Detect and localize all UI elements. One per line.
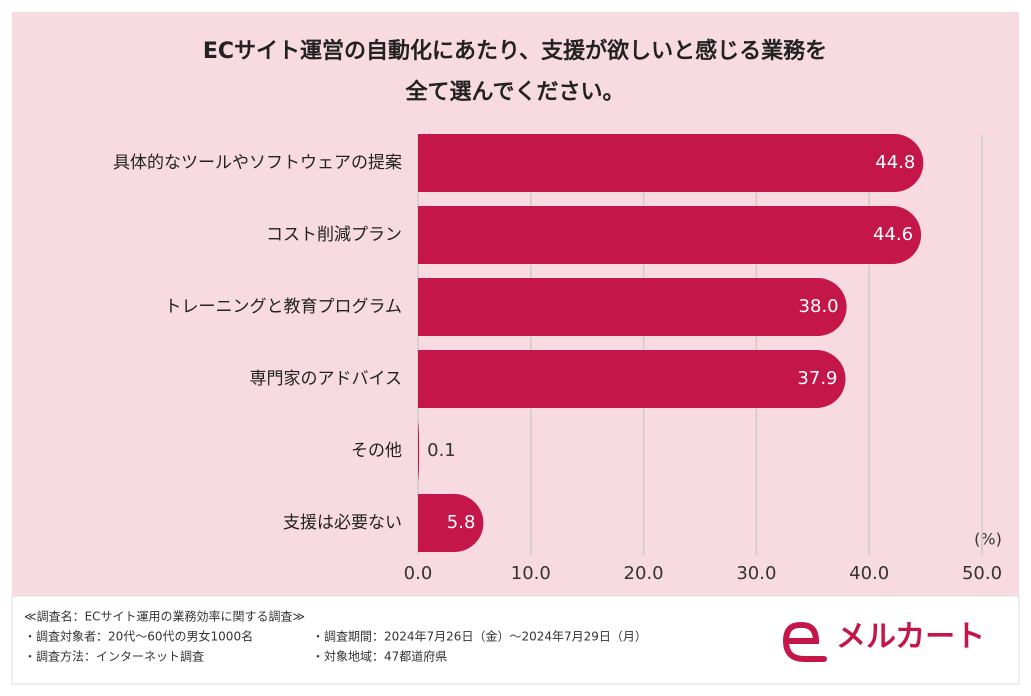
y-tick-label: 支援は必要ない — [283, 513, 402, 533]
bar — [418, 134, 924, 192]
footer-note: ・調査対象者：20代〜60代の男女1000名 — [24, 629, 253, 644]
x-tick-label: 0.0 — [404, 563, 433, 584]
x-tick-label: 30.0 — [736, 563, 776, 584]
data-label: 0.1 — [427, 440, 456, 461]
logo-icon — [782, 622, 827, 662]
logo-text: メルカート — [836, 620, 985, 655]
chart-title: 全て選んでください。 — [405, 79, 625, 105]
bar — [418, 422, 420, 480]
unit-label: (%) — [974, 530, 1002, 549]
chart-title: ECサイト運営の自動化にあたり、支援が欲しいと感じる業務を — [203, 38, 827, 64]
y-tick-label: トレーニングと教育プログラム — [165, 297, 403, 317]
footer: ≪調査名：ECサイト運用の業務効率に関する調査≫ ・調査対象者：20代〜60代の… — [24, 609, 647, 664]
x-tick-label: 40.0 — [849, 563, 889, 584]
x-tick-label: 50.0 — [962, 563, 1002, 584]
data-label: 37.9 — [797, 368, 837, 389]
data-label: 44.6 — [873, 224, 913, 245]
footer-box — [11, 595, 1020, 685]
bar — [418, 278, 847, 336]
data-label: 38.0 — [799, 296, 839, 317]
bar — [418, 350, 846, 408]
footer-note: ・対象地域：47都道府県 — [312, 649, 447, 664]
y-tick-label: 具体的なツールやソフトウェアの提案 — [113, 153, 402, 173]
footer-note: ・調査期間：2024年7月26日（金）〜2024年7月29日（月） — [312, 629, 647, 644]
y-tick-label: 専門家のアドバイス — [250, 369, 403, 389]
x-tick-label: 10.0 — [511, 563, 551, 584]
data-label: 44.8 — [875, 152, 915, 173]
bar — [418, 206, 922, 264]
y-tick-label: コスト削減プラン — [266, 225, 402, 245]
footer-note: ・調査方法：インターネット調査 — [24, 649, 204, 664]
footer-note: ≪調査名：ECサイト運用の業務効率に関する調査≫ — [24, 609, 305, 624]
data-label: 5.8 — [447, 512, 476, 533]
x-tick-label: 20.0 — [624, 563, 664, 584]
bar — [418, 494, 484, 552]
y-tick-label: その他 — [351, 441, 402, 461]
